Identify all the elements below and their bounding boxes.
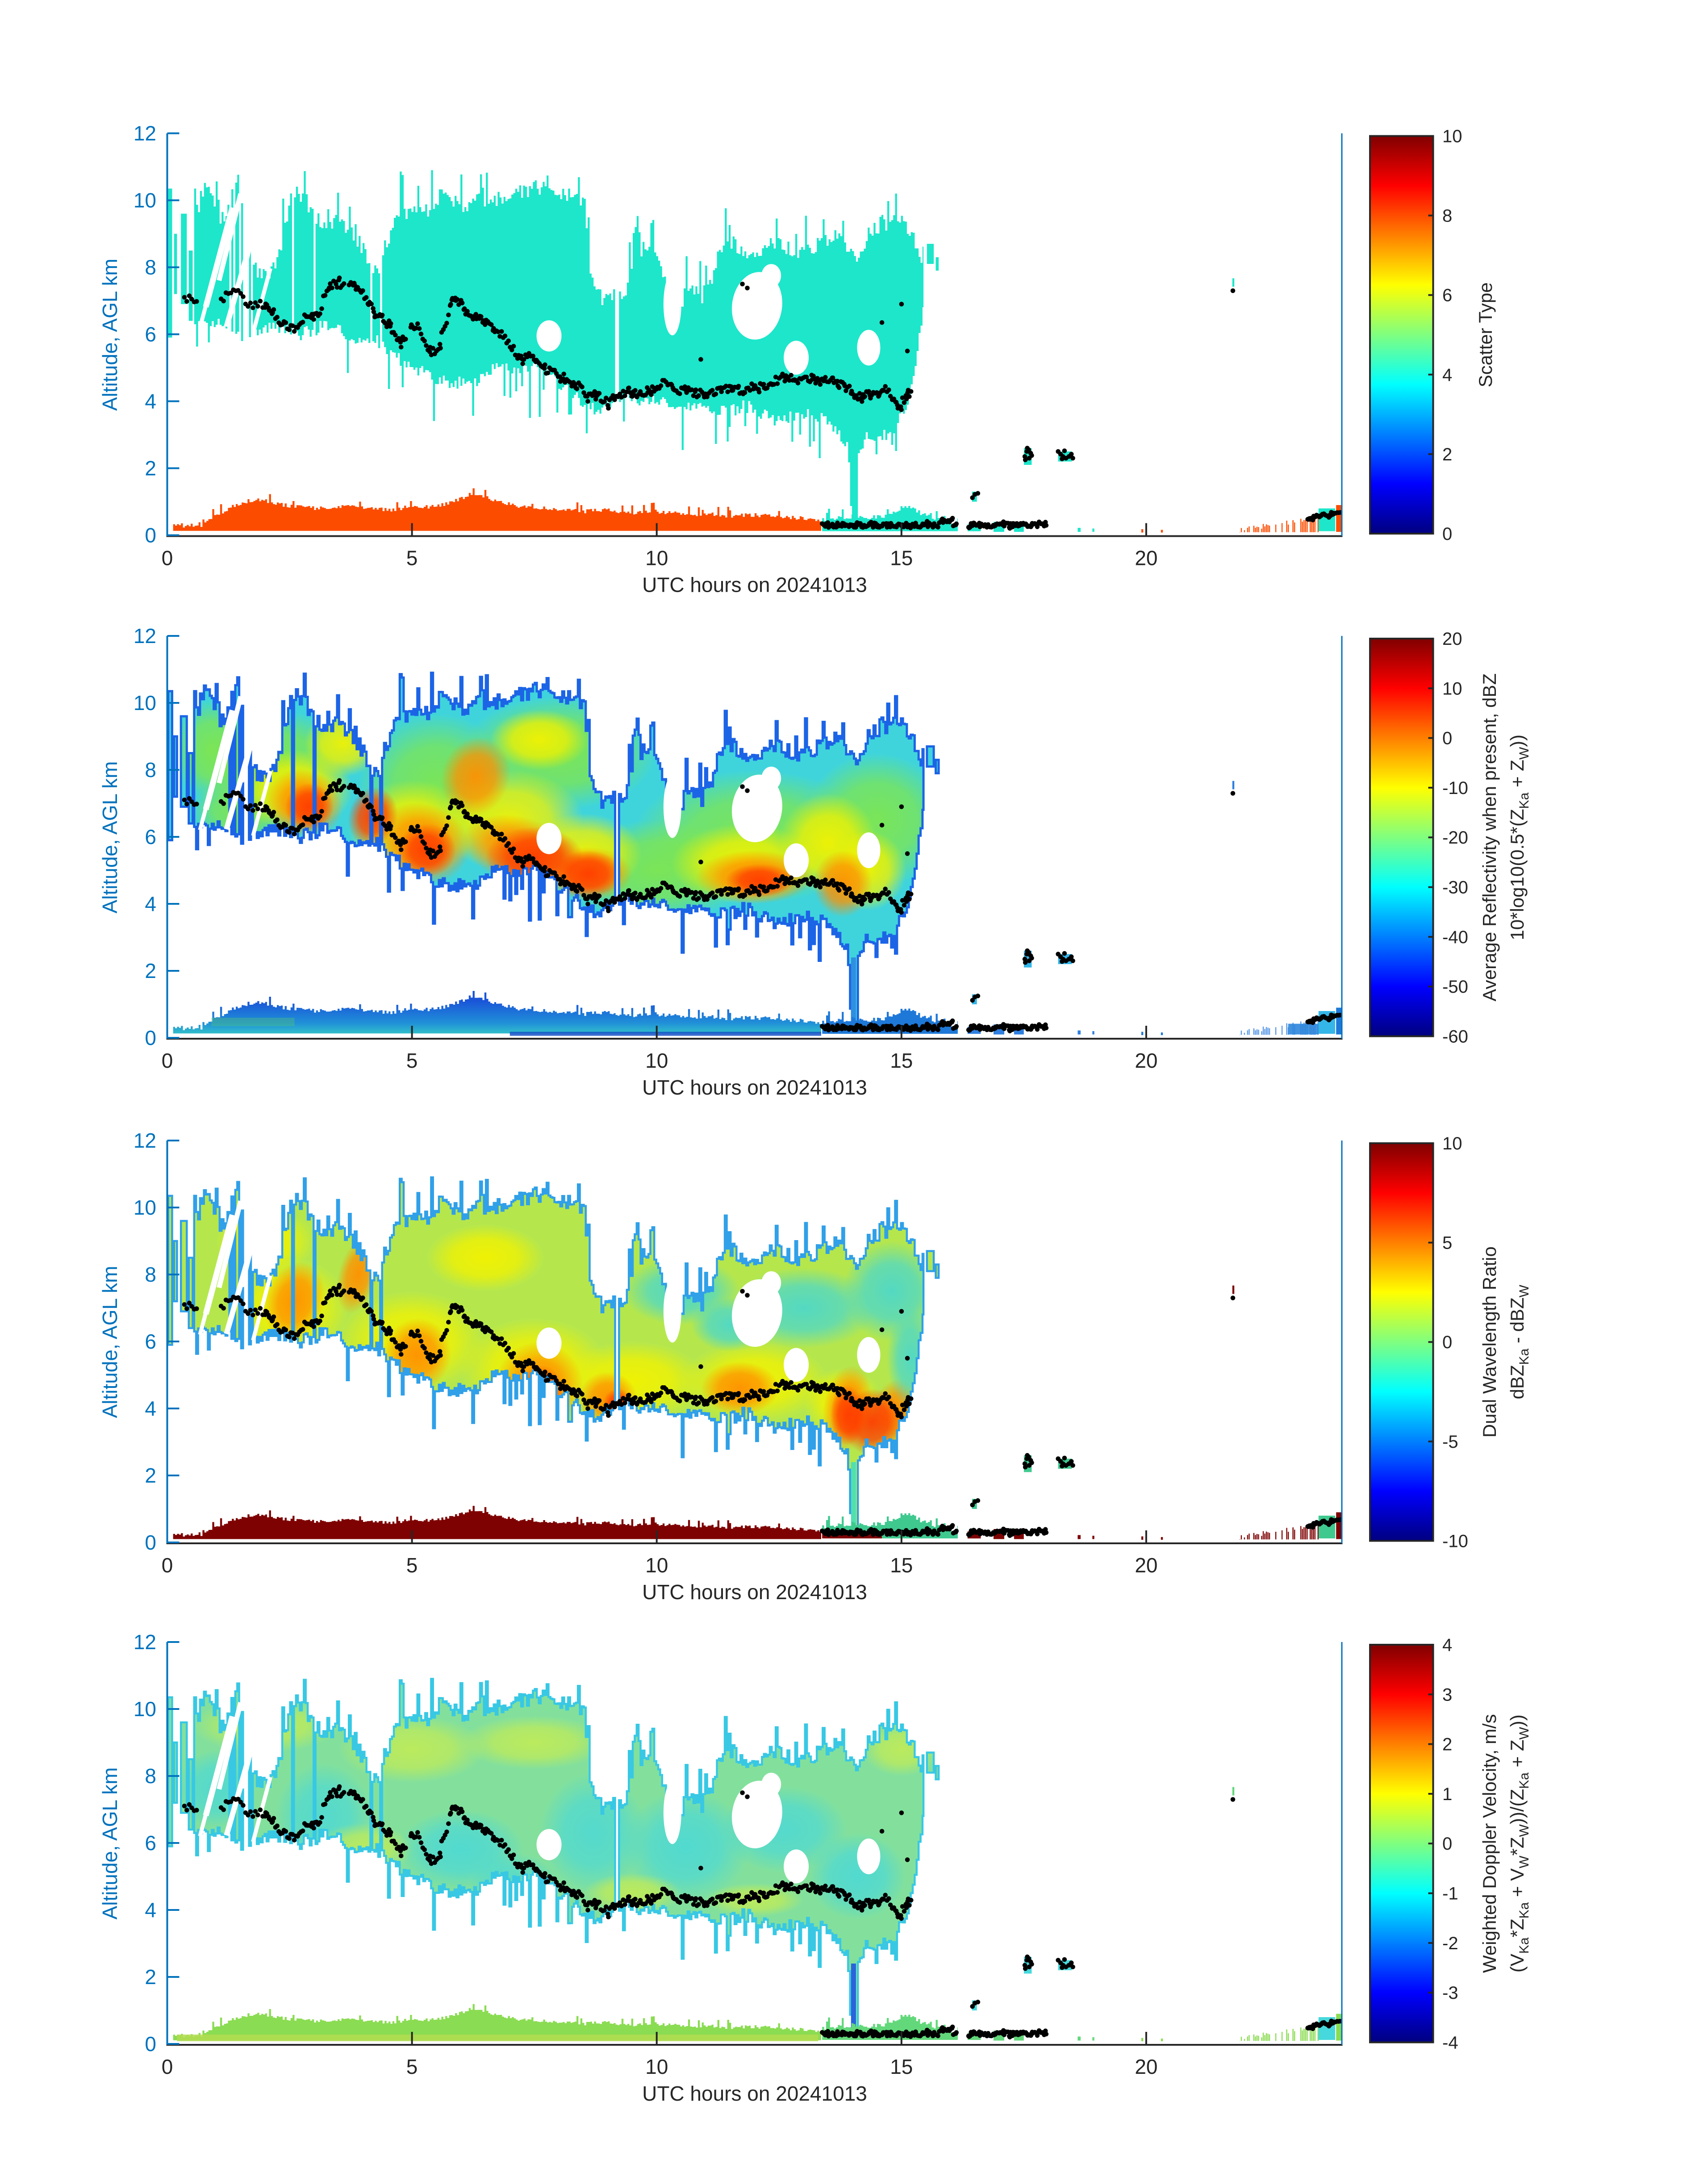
svg-text:12: 12 <box>134 624 156 648</box>
svg-text:4: 4 <box>1442 365 1452 385</box>
svg-text:8: 8 <box>145 256 156 279</box>
svg-text:5: 5 <box>406 547 418 570</box>
svg-text:20: 20 <box>1442 629 1462 649</box>
svg-text:10: 10 <box>1442 679 1462 698</box>
svg-text:8: 8 <box>1442 206 1452 226</box>
svg-text:15: 15 <box>890 547 913 570</box>
svg-text:20: 20 <box>1135 1554 1157 1577</box>
svg-text:10: 10 <box>1442 1134 1462 1153</box>
svg-text:20: 20 <box>1135 547 1157 570</box>
svg-text:0: 0 <box>1442 1834 1452 1854</box>
svg-text:8: 8 <box>145 1764 156 1788</box>
svg-text:-10: -10 <box>1442 1532 1468 1551</box>
svg-text:0: 0 <box>162 547 173 570</box>
svg-text:15: 15 <box>890 2055 913 2078</box>
svg-text:-3: -3 <box>1442 1983 1458 2003</box>
svg-text:0: 0 <box>162 2055 173 2078</box>
svg-text:12: 12 <box>134 1129 156 1152</box>
svg-text:-10: -10 <box>1442 778 1468 798</box>
svg-text:UTC hours on 20241013: UTC hours on 20241013 <box>642 1076 867 1099</box>
svg-text:UTC hours on 20241013: UTC hours on 20241013 <box>642 1580 867 1604</box>
svg-text:0: 0 <box>162 1049 173 1072</box>
svg-text:1: 1 <box>1442 1784 1452 1804</box>
svg-text:UTC hours on 20241013: UTC hours on 20241013 <box>642 2082 867 2105</box>
svg-text:5: 5 <box>406 1049 418 1072</box>
svg-text:8: 8 <box>145 1263 156 1286</box>
svg-text:12: 12 <box>134 122 156 145</box>
svg-text:12: 12 <box>134 1630 156 1654</box>
svg-text:2: 2 <box>145 457 156 480</box>
svg-text:-1: -1 <box>1442 1884 1458 1904</box>
svg-text:8: 8 <box>145 758 156 781</box>
svg-text:10: 10 <box>1442 127 1462 146</box>
svg-text:(VKa​*ZKa​ + VW​*ZW​))/(ZKa​ +: (VKa​*ZKa​ + VW​*ZW​))/(ZKa​ + ZW​)) <box>1507 1714 1532 1972</box>
svg-text:5: 5 <box>1442 1233 1452 1253</box>
svg-text:4: 4 <box>145 892 156 915</box>
svg-text:10: 10 <box>645 2055 668 2078</box>
svg-text:Dual Wavelength Ratio: Dual Wavelength Ratio <box>1479 1246 1500 1437</box>
svg-text:6: 6 <box>145 825 156 848</box>
svg-text:4: 4 <box>145 1397 156 1420</box>
svg-text:4: 4 <box>145 1898 156 1922</box>
svg-text:10: 10 <box>645 1049 668 1072</box>
svg-text:-5: -5 <box>1442 1432 1458 1452</box>
svg-text:10: 10 <box>134 1697 156 1721</box>
svg-text:10*log10(0.5*(ZKa​ + ZW​)): 10*log10(0.5*(ZKa​ + ZW​)) <box>1507 735 1532 940</box>
svg-text:-40: -40 <box>1442 928 1468 947</box>
svg-text:6: 6 <box>145 323 156 346</box>
svg-text:0: 0 <box>145 1026 156 1049</box>
svg-text:0: 0 <box>145 1531 156 1554</box>
svg-text:2: 2 <box>145 1965 156 1989</box>
svg-text:-2: -2 <box>1442 1934 1458 1953</box>
svg-text:20: 20 <box>1135 2055 1157 2078</box>
svg-text:2: 2 <box>1442 1735 1452 1755</box>
svg-text:UTC hours on 20241013: UTC hours on 20241013 <box>642 573 867 597</box>
svg-text:0: 0 <box>1442 1333 1452 1352</box>
svg-text:4: 4 <box>145 390 156 413</box>
svg-text:-50: -50 <box>1442 977 1468 997</box>
svg-text:15: 15 <box>890 1554 913 1577</box>
svg-text:10: 10 <box>134 691 156 715</box>
svg-text:Altitude, AGL km: Altitude, AGL km <box>98 259 121 411</box>
svg-text:2: 2 <box>1442 445 1452 464</box>
svg-text:Scatter Type: Scatter Type <box>1475 282 1496 387</box>
svg-text:2: 2 <box>145 959 156 982</box>
svg-text:15: 15 <box>890 1049 913 1072</box>
svg-text:5: 5 <box>406 2055 418 2078</box>
svg-text:6: 6 <box>145 1831 156 1855</box>
svg-text:10: 10 <box>134 1196 156 1219</box>
svg-text:4: 4 <box>1442 1635 1452 1655</box>
svg-text:3: 3 <box>1442 1685 1452 1705</box>
svg-text:0: 0 <box>145 2032 156 2056</box>
svg-text:10: 10 <box>645 1554 668 1577</box>
svg-text:10: 10 <box>645 547 668 570</box>
svg-text:-60: -60 <box>1442 1027 1468 1047</box>
svg-text:6: 6 <box>1442 286 1452 305</box>
svg-text:20: 20 <box>1135 1049 1157 1072</box>
svg-text:Weighted Doppler Velocity, m/s: Weighted Doppler Velocity, m/s <box>1479 1714 1500 1973</box>
svg-text:0: 0 <box>145 524 156 547</box>
svg-text:Altitude, AGL km: Altitude, AGL km <box>98 1768 121 1920</box>
svg-text:0: 0 <box>1442 524 1452 544</box>
svg-text:10: 10 <box>134 189 156 212</box>
svg-text:-4: -4 <box>1442 2033 1458 2053</box>
svg-text:-30: -30 <box>1442 878 1468 898</box>
svg-text:0: 0 <box>1442 729 1452 748</box>
svg-text:Altitude, AGL km: Altitude, AGL km <box>98 1266 121 1418</box>
svg-text:5: 5 <box>406 1554 418 1577</box>
svg-text:6: 6 <box>145 1330 156 1353</box>
svg-text:2: 2 <box>145 1464 156 1487</box>
svg-text:-20: -20 <box>1442 828 1468 848</box>
svg-text:Altitude, AGL km: Altitude, AGL km <box>98 761 121 914</box>
svg-text:Average Reflectivity when pres: Average Reflectivity when present, dBZ <box>1479 673 1500 1002</box>
svg-text:0: 0 <box>162 1554 173 1577</box>
svg-text:dBZKa​ - dBZW​: dBZKa​ - dBZW​ <box>1507 1284 1532 1399</box>
